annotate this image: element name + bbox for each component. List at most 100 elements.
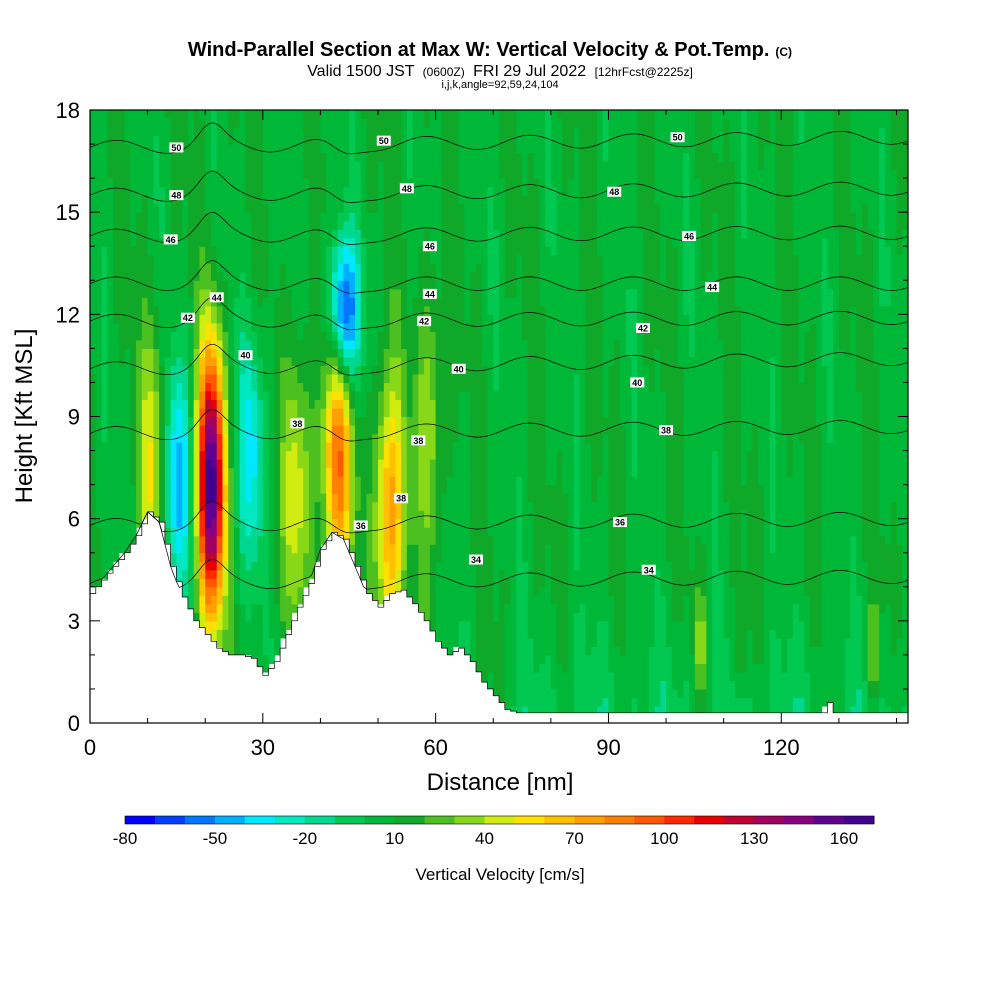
heatmap-cell — [354, 305, 362, 315]
heatmap-cell — [354, 493, 362, 503]
heatmap-cell — [360, 152, 368, 162]
heatmap-cell — [550, 365, 558, 375]
heatmap-cell — [170, 527, 178, 537]
heatmap-cell — [222, 637, 229, 647]
heatmap-cell — [487, 399, 494, 409]
heatmap-cell — [95, 246, 103, 256]
heatmap-cell — [406, 365, 414, 375]
heatmap-cell — [360, 169, 368, 179]
heatmap-cell — [308, 510, 316, 520]
heatmap-cell — [205, 356, 212, 367]
heatmap-cell — [193, 382, 201, 392]
heatmap-cell — [245, 297, 252, 307]
heatmap-cell — [113, 229, 120, 239]
heatmap-cell — [320, 263, 327, 273]
heatmap-cell — [268, 476, 275, 486]
heatmap-cell — [118, 501, 126, 511]
heatmap-cell — [280, 220, 287, 230]
heatmap-cell — [458, 544, 466, 554]
heatmap-cell — [366, 493, 373, 503]
heatmap-cell — [343, 382, 350, 392]
heatmap-cell — [101, 195, 108, 205]
heatmap-cell — [285, 297, 293, 307]
heatmap-cell — [239, 450, 247, 460]
heatmap-cell — [493, 425, 500, 435]
heatmap-cell — [354, 169, 362, 179]
heatmap-cell — [153, 110, 160, 120]
heatmap-cell — [354, 237, 362, 247]
heatmap-cell — [314, 280, 322, 290]
heatmap-cell — [366, 152, 373, 162]
heatmap-cell — [331, 493, 339, 503]
heatmap-cell — [504, 518, 512, 528]
heatmap-cell — [234, 595, 241, 605]
heatmap-cell — [429, 305, 437, 315]
heatmap-cell — [308, 152, 316, 162]
heatmap-cell — [545, 450, 552, 460]
heatmap-cell — [216, 186, 224, 196]
heatmap-cell — [395, 561, 402, 571]
heatmap-cell — [406, 544, 414, 554]
heatmap-cell — [401, 348, 408, 358]
heatmap-cell — [452, 459, 460, 469]
heatmap-cell — [130, 535, 137, 545]
heatmap-cell — [228, 476, 235, 486]
heatmap-cell — [504, 510, 512, 520]
heatmap-cell — [176, 288, 183, 298]
heatmap-cell — [331, 348, 339, 358]
heatmap-cell — [441, 476, 448, 486]
heatmap-cell — [349, 365, 356, 375]
heatmap-cell — [113, 433, 120, 443]
heatmap-cell — [562, 527, 569, 537]
heatmap-cell — [285, 220, 293, 230]
heatmap-cell — [280, 118, 287, 128]
heatmap-cell — [366, 518, 373, 528]
heatmap-cell — [234, 603, 241, 613]
heatmap-cell — [464, 382, 471, 392]
heatmap-cell — [274, 110, 281, 120]
heatmap-cell — [107, 271, 114, 281]
grid-params: i,j,k,angle=92,59,24,104 — [441, 79, 558, 91]
heatmap-cell — [475, 629, 483, 639]
heatmap-cell — [228, 484, 235, 494]
heatmap-cell — [251, 535, 258, 545]
heatmap-cell — [510, 331, 517, 341]
heatmap-cell — [90, 339, 97, 349]
heatmap-cell — [113, 314, 120, 324]
heatmap-cell — [499, 305, 506, 315]
heatmap-cell — [141, 212, 149, 222]
heatmap-cell — [251, 484, 258, 494]
heatmap-cell — [291, 527, 298, 537]
heatmap-cell — [170, 493, 178, 503]
heatmap-cell — [475, 373, 483, 384]
heatmap-cell — [504, 476, 512, 486]
heatmap-cell — [113, 484, 120, 494]
heatmap-cell — [268, 603, 275, 613]
heatmap-cell — [533, 186, 540, 196]
heatmap-cell — [245, 620, 252, 630]
heatmap-cell — [182, 493, 189, 503]
heatmap-cell — [326, 110, 333, 120]
heatmap-cell — [447, 561, 454, 571]
heatmap-cell — [268, 390, 275, 401]
heatmap-cell — [124, 442, 131, 452]
heatmap-cell — [464, 552, 471, 562]
heatmap-cell — [527, 493, 535, 503]
heatmap-cell — [280, 322, 287, 332]
heatmap-cell — [556, 237, 563, 247]
heatmap-cell — [262, 161, 270, 171]
heatmap-cell — [222, 476, 229, 486]
heatmap-cell — [320, 518, 327, 528]
heatmap-cell — [210, 322, 218, 332]
heatmap-cell — [239, 510, 247, 520]
heatmap-cell — [481, 629, 489, 639]
heatmap-cell — [90, 212, 97, 222]
heatmap-cell — [228, 510, 235, 520]
heatmap-cell — [354, 322, 362, 332]
heatmap-cell — [354, 433, 362, 443]
heatmap-cell — [429, 331, 437, 341]
heatmap-cell — [429, 620, 437, 630]
heatmap-cell — [216, 178, 224, 188]
heatmap-cell — [401, 399, 408, 409]
heatmap-cell — [395, 220, 402, 230]
